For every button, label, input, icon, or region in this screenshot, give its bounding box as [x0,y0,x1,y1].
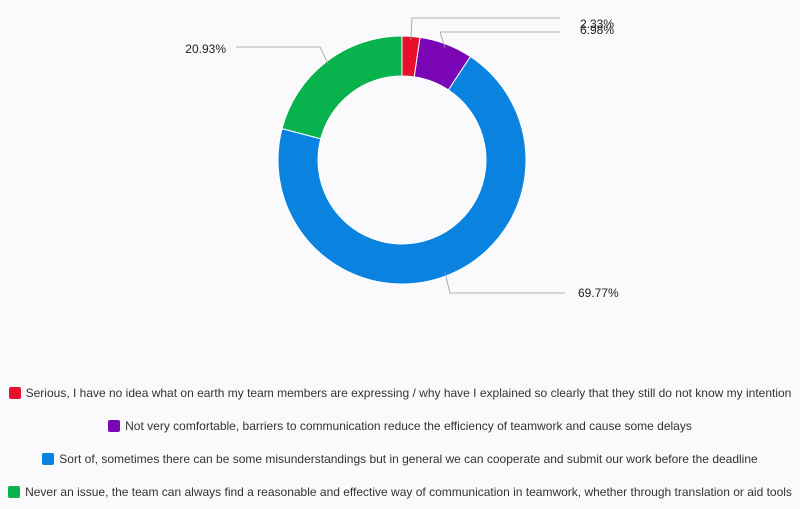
legend-item-not-comfortable[interactable]: Not very comfortable, barriers to commun… [0,409,800,442]
legend-item-never-an-issue[interactable]: Never an issue, the team can always find… [0,475,800,508]
data-label-sort-of: 69.77% [578,286,619,300]
donut-chart-svg: 2.33%6.98% 69.77% 20.93% [185,17,619,300]
legend-label-serious: Serious, I have no idea what on earth my… [25,385,792,400]
legend-swatch-never-an-issue [8,485,21,498]
leader-line-serious [410,17,560,41]
chart-legend: Serious, I have no idea what on earth my… [0,376,800,508]
leader-line-sort-of [444,271,565,294]
leader-line-not-comfortable [439,31,560,49]
legend-item-sort-of[interactable]: Sort of, sometimes there can be some mis… [0,442,800,475]
leader-line-never-an-issue [236,46,330,66]
data-label-serious: 2.33% [580,17,614,31]
legend-item-serious[interactable]: Serious, I have no idea what on earth my… [0,376,800,409]
legend-swatch-sort-of [42,452,55,465]
data-label-not-comfortable: 6.98% [580,23,614,37]
donut-slice-sort-of[interactable] [277,55,527,285]
legend-label-sort-of: Sort of, sometimes there can be some mis… [59,451,758,466]
donut-chart: 2.33% 6.98% 69.77% 20.93% [185,17,619,300]
donut-slice-never-an-issue[interactable] [281,35,403,140]
data-label-never-an-issue: 20.93% [185,42,226,56]
legend-swatch-serious [8,386,21,399]
legend-label-never-an-issue: Never an issue, the team can always find… [25,484,792,499]
legend-swatch-not-comfortable [108,419,121,432]
legend-label-not-comfortable: Not very comfortable, barriers to commun… [125,418,692,433]
